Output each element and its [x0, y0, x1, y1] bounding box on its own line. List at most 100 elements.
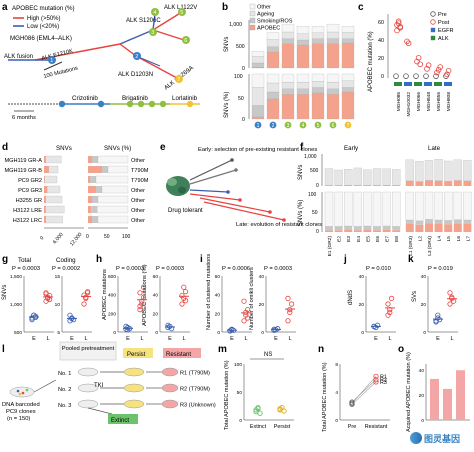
- d-row-label: H3122 LRC: [13, 218, 42, 224]
- d-pct-apobec: [88, 156, 92, 163]
- scatter-early-point: [125, 327, 131, 333]
- l-persist-dish: [123, 399, 145, 409]
- e-arrow-head: [268, 210, 272, 214]
- label-alk-s1206c: ALK S1206C: [126, 18, 161, 24]
- f-top-bar-rest: [434, 159, 443, 181]
- f-top-bar-rest: [334, 169, 343, 186]
- c-sample-label: MGH808: [446, 92, 452, 112]
- panel-letter-o: o: [398, 344, 404, 355]
- b-x-node: [254, 121, 262, 129]
- scatter-y-tick: 200: [108, 311, 116, 317]
- f-bottom-bar-smoking: [405, 220, 414, 224]
- f-x-label: E3: [346, 236, 352, 242]
- b-top-bar-segment: [251, 62, 265, 68]
- label-alk-l1122v: ALK L1122V: [164, 5, 197, 11]
- d-bar-apobec: [44, 216, 46, 223]
- c-post-point: [437, 64, 444, 70]
- f-bottom-bar-other: [453, 191, 462, 220]
- d-xtick: 0: [39, 235, 46, 241]
- b-x-node-label: 1: [257, 123, 260, 129]
- c-post-point: [444, 71, 450, 78]
- f-bottom-bar-apobec: [453, 223, 462, 232]
- b-x-node-label: 7: [347, 123, 350, 129]
- legend-c: Pre Post EGFR ALK: [430, 11, 454, 42]
- b-x-node: [329, 121, 337, 129]
- panel-letter-c: c: [358, 2, 364, 13]
- d-pct-smoking: [90, 176, 96, 183]
- c-driver-swatch: [424, 82, 432, 86]
- n-point-label: R2: [380, 378, 387, 384]
- f-bottom-bar-apobec: [334, 230, 343, 232]
- f-bottom-bar-apobec: [415, 224, 424, 232]
- scatter-x-label-e: E: [168, 336, 172, 342]
- b-bottom-bar-segment: [266, 73, 280, 84]
- scatter-y-tick: 20: [359, 302, 365, 308]
- f-bottom-bar-apobec: [463, 224, 472, 232]
- legend-b-apobec: APOBEC: [257, 26, 280, 32]
- f-ytick: 50: [312, 210, 318, 216]
- c-post-point: [434, 69, 440, 76]
- m-x-label: Extinct: [250, 424, 267, 430]
- n-pre-point: [349, 401, 355, 407]
- c-pre-point: [423, 73, 429, 79]
- e-early-label: Early: selection of pre-existing resista…: [198, 147, 317, 153]
- n-pair-line: [351, 376, 377, 404]
- scatter-y-tick: 20: [215, 311, 221, 317]
- tree-node-label-6: 6: [184, 38, 187, 44]
- d-bar-apobec: [44, 176, 45, 183]
- b-x-node: [284, 121, 292, 129]
- scatter-early-point: [436, 317, 443, 323]
- f-top-bar-rest: [392, 169, 401, 186]
- scatter-late-point: [139, 298, 145, 304]
- b-bottom-bar-segment: [326, 94, 340, 120]
- tree-branch-node3: [119, 29, 154, 45]
- n-pair-line: [351, 379, 377, 403]
- d-pct-apobec: [88, 186, 96, 193]
- n-ylabel: Total APOBEC mutation (%): [322, 362, 328, 432]
- legend-b: Other Ageing Smoking/ROS APOBEC: [249, 3, 293, 32]
- d-bar-rest: [45, 155, 62, 164]
- f-x-label: E7: [385, 236, 391, 242]
- l-extinct-box: [108, 414, 138, 424]
- f-bottom-bar-apobec: [405, 224, 414, 232]
- apobec-legend-title: APOBEC mutation (%): [12, 5, 75, 12]
- b-top-bar-segment: [266, 32, 280, 40]
- f-bottom-bar-other: [372, 191, 382, 227]
- b-bottom-bar-segment: [296, 81, 310, 89]
- d-header-right: SNVs (%): [104, 145, 131, 152]
- scatter-late-point: [388, 295, 395, 301]
- scatter-early-point: [229, 326, 235, 332]
- l-dish: [77, 383, 99, 393]
- legend-low-label: Low (<20%): [27, 24, 59, 30]
- panel-g: g Total Coding P = 0.0003 P = 0.0002 SNV…: [2, 254, 80, 300]
- d-pct-smoking: [92, 196, 98, 203]
- f-bottom-bar-apobec: [444, 224, 453, 232]
- f-bottom-bar-other: [444, 191, 453, 221]
- d-mutation-label: T790M: [131, 168, 149, 174]
- f-x-label: L2: [417, 236, 423, 242]
- l-outcome-label: R3 (Unknown): [180, 403, 216, 409]
- d-xtick: 0: [86, 234, 89, 240]
- scatter-late-point: [137, 303, 143, 309]
- d-bar-rest: [48, 165, 59, 174]
- panel-b: b Other Ageing Smoking/ROS APOBEC SNVs 1…: [222, 2, 355, 129]
- i-p2: P = 0.0003: [264, 266, 292, 272]
- timeline-node-4: [137, 100, 145, 108]
- scatter-early-point: [169, 326, 175, 332]
- f-top-bar-apobec: [334, 185, 343, 186]
- b-x-node-label: 3: [287, 123, 290, 129]
- panel-letter-a: a: [2, 2, 8, 13]
- tree-branch-node2: [119, 43, 137, 57]
- b-x-node-label: 5: [317, 123, 320, 129]
- n-x-label: Resistant: [365, 424, 388, 430]
- d-pct-smoking: [92, 156, 98, 163]
- g-ylabel: SNVs: [2, 285, 8, 300]
- n-y-tick: 8: [335, 362, 338, 368]
- n-y-tick: 0: [335, 418, 338, 424]
- panel-letter-b: b: [222, 2, 228, 13]
- scatter-x-label-l: L: [182, 336, 185, 342]
- d-xtick: 6,000: [52, 232, 65, 246]
- d-pct-smoking: [96, 186, 102, 193]
- scatter-early-point: [165, 322, 171, 328]
- tree-node-4: [151, 8, 159, 16]
